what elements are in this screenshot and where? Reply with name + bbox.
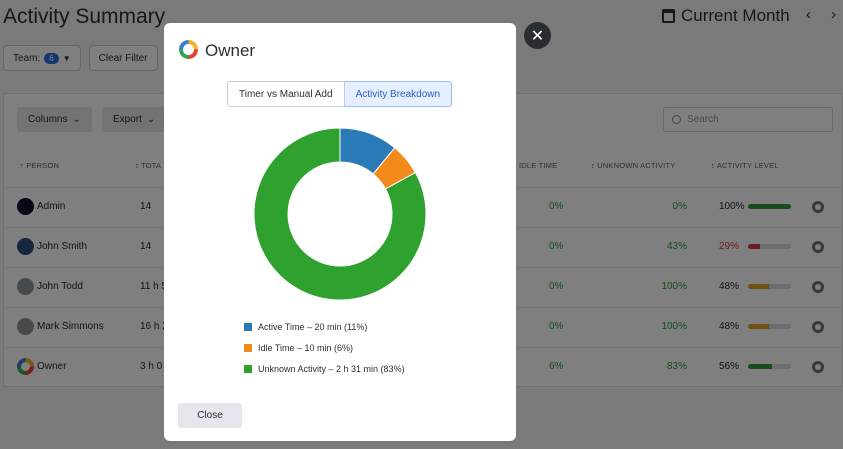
legend-swatch bbox=[244, 343, 252, 352]
donut-slice-unknown-activity[interactable] bbox=[254, 128, 426, 300]
legend-label: Active Time – 20 min (11%) bbox=[258, 321, 368, 332]
modal-tabs: Timer vs Manual Add Activity Breakdown bbox=[227, 81, 453, 107]
tab-timer-vs-manual[interactable]: Timer vs Manual Add bbox=[227, 81, 345, 107]
legend-label: Unknown Activity – 2 h 31 min (83%) bbox=[258, 363, 405, 374]
close-button[interactable]: Close bbox=[178, 403, 242, 428]
chart-legend: Active Time – 20 min (11%) Idle Time – 1… bbox=[244, 316, 405, 379]
activity-donut-chart bbox=[254, 128, 426, 300]
legend-swatch bbox=[244, 364, 252, 373]
legend-label: Idle Time – 10 min (6%) bbox=[258, 342, 354, 353]
close-icon[interactable]: ✕ bbox=[524, 22, 551, 49]
tab-activity-breakdown[interactable]: Activity Breakdown bbox=[344, 81, 453, 107]
legend-item: Unknown Activity – 2 h 31 min (83%) bbox=[244, 358, 405, 379]
owner-logo-icon bbox=[179, 40, 198, 59]
owner-activity-modal: Owner Timer vs Manual Add Activity Break… bbox=[164, 23, 516, 441]
legend-swatch bbox=[244, 322, 252, 331]
legend-item: Idle Time – 10 min (6%) bbox=[244, 337, 405, 358]
modal-title: Owner bbox=[205, 41, 256, 60]
legend-item: Active Time – 20 min (11%) bbox=[244, 316, 405, 337]
